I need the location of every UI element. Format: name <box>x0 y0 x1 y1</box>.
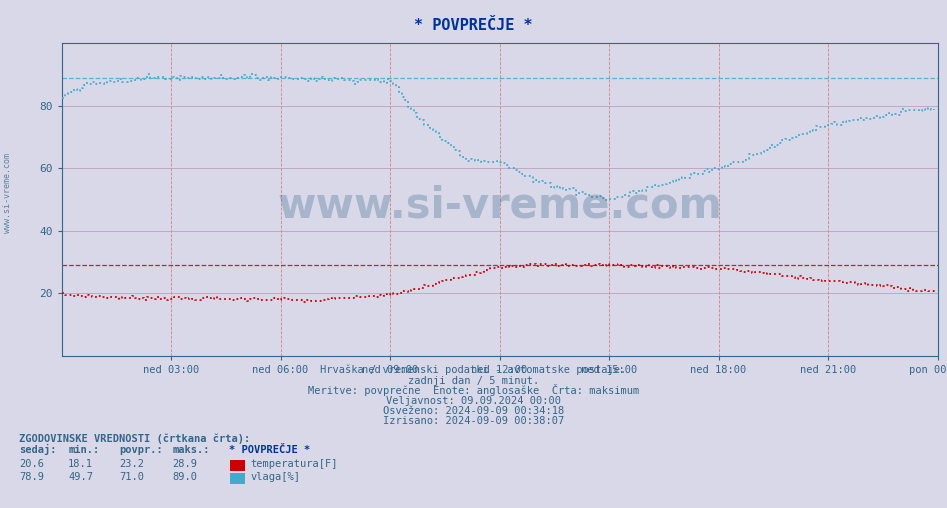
Text: * POVPREČJE *: * POVPREČJE * <box>229 445 311 455</box>
Text: zadnji dan / 5 minut.: zadnji dan / 5 minut. <box>408 375 539 386</box>
Text: Osveženo: 2024-09-09 00:34:18: Osveženo: 2024-09-09 00:34:18 <box>383 406 564 416</box>
Text: Izrisano: 2024-09-09 00:38:07: Izrisano: 2024-09-09 00:38:07 <box>383 416 564 426</box>
Text: Veljavnost: 09.09.2024 00:00: Veljavnost: 09.09.2024 00:00 <box>386 396 561 406</box>
Text: * POVPREČJE *: * POVPREČJE * <box>414 18 533 33</box>
Text: ZGODOVINSKE VREDNOSTI (črtkana črta):: ZGODOVINSKE VREDNOSTI (črtkana črta): <box>19 433 250 444</box>
Text: maks.:: maks.: <box>172 445 210 455</box>
Text: 18.1: 18.1 <box>68 459 93 469</box>
Text: min.:: min.: <box>68 445 99 455</box>
Text: www.si-vreme.com: www.si-vreme.com <box>3 153 12 233</box>
Text: sedaj:: sedaj: <box>19 444 57 455</box>
Text: vlaga[%]: vlaga[%] <box>250 472 300 482</box>
Text: povpr.:: povpr.: <box>119 445 163 455</box>
Text: 23.2: 23.2 <box>119 459 144 469</box>
Text: 49.7: 49.7 <box>68 472 93 482</box>
Text: www.si-vreme.com: www.si-vreme.com <box>277 184 722 227</box>
Text: 71.0: 71.0 <box>119 472 144 482</box>
Text: temperatura[F]: temperatura[F] <box>250 459 337 469</box>
Text: 20.6: 20.6 <box>19 459 44 469</box>
Text: Hrvaška / vremenski podatki - avtomatske postaje.: Hrvaška / vremenski podatki - avtomatske… <box>320 365 627 375</box>
Text: Meritve: povprečne  Enote: anglosaške  Črta: maksimum: Meritve: povprečne Enote: anglosaške Črt… <box>308 384 639 396</box>
Text: 89.0: 89.0 <box>172 472 197 482</box>
Text: 78.9: 78.9 <box>19 472 44 482</box>
Text: 28.9: 28.9 <box>172 459 197 469</box>
